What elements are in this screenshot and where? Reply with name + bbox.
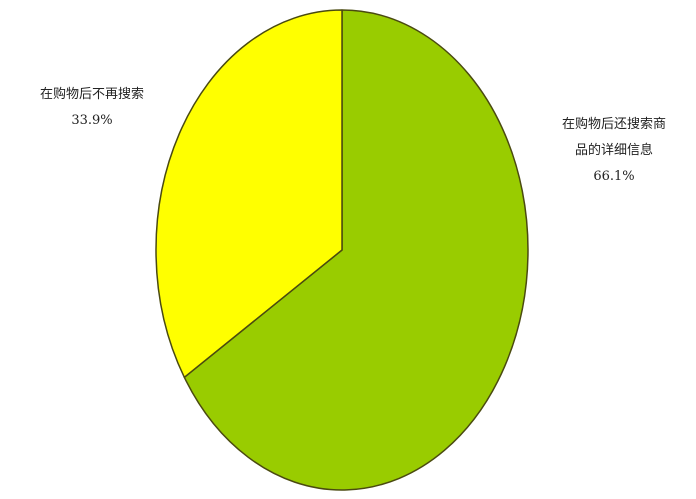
pie-slice-search-details xyxy=(183,9,529,491)
pie-slice-no-further-search xyxy=(155,9,343,379)
slice-percent-label: 33.9% xyxy=(71,113,113,128)
slice-label-text-line-2: 品的详细信息 xyxy=(574,143,653,158)
slice-label-search-details: 在购物后还搜索商 品的详细信息 66.1% xyxy=(535,112,693,190)
slice-percent-label: 66.1% xyxy=(593,169,635,184)
slice-label-no-further-search: 在购物后不再搜索 33.9% xyxy=(8,82,176,134)
slice-label-text: 在购物后不再搜索 xyxy=(39,87,144,102)
slice-label-text-line-1: 在购物后还搜索商 xyxy=(561,117,666,132)
